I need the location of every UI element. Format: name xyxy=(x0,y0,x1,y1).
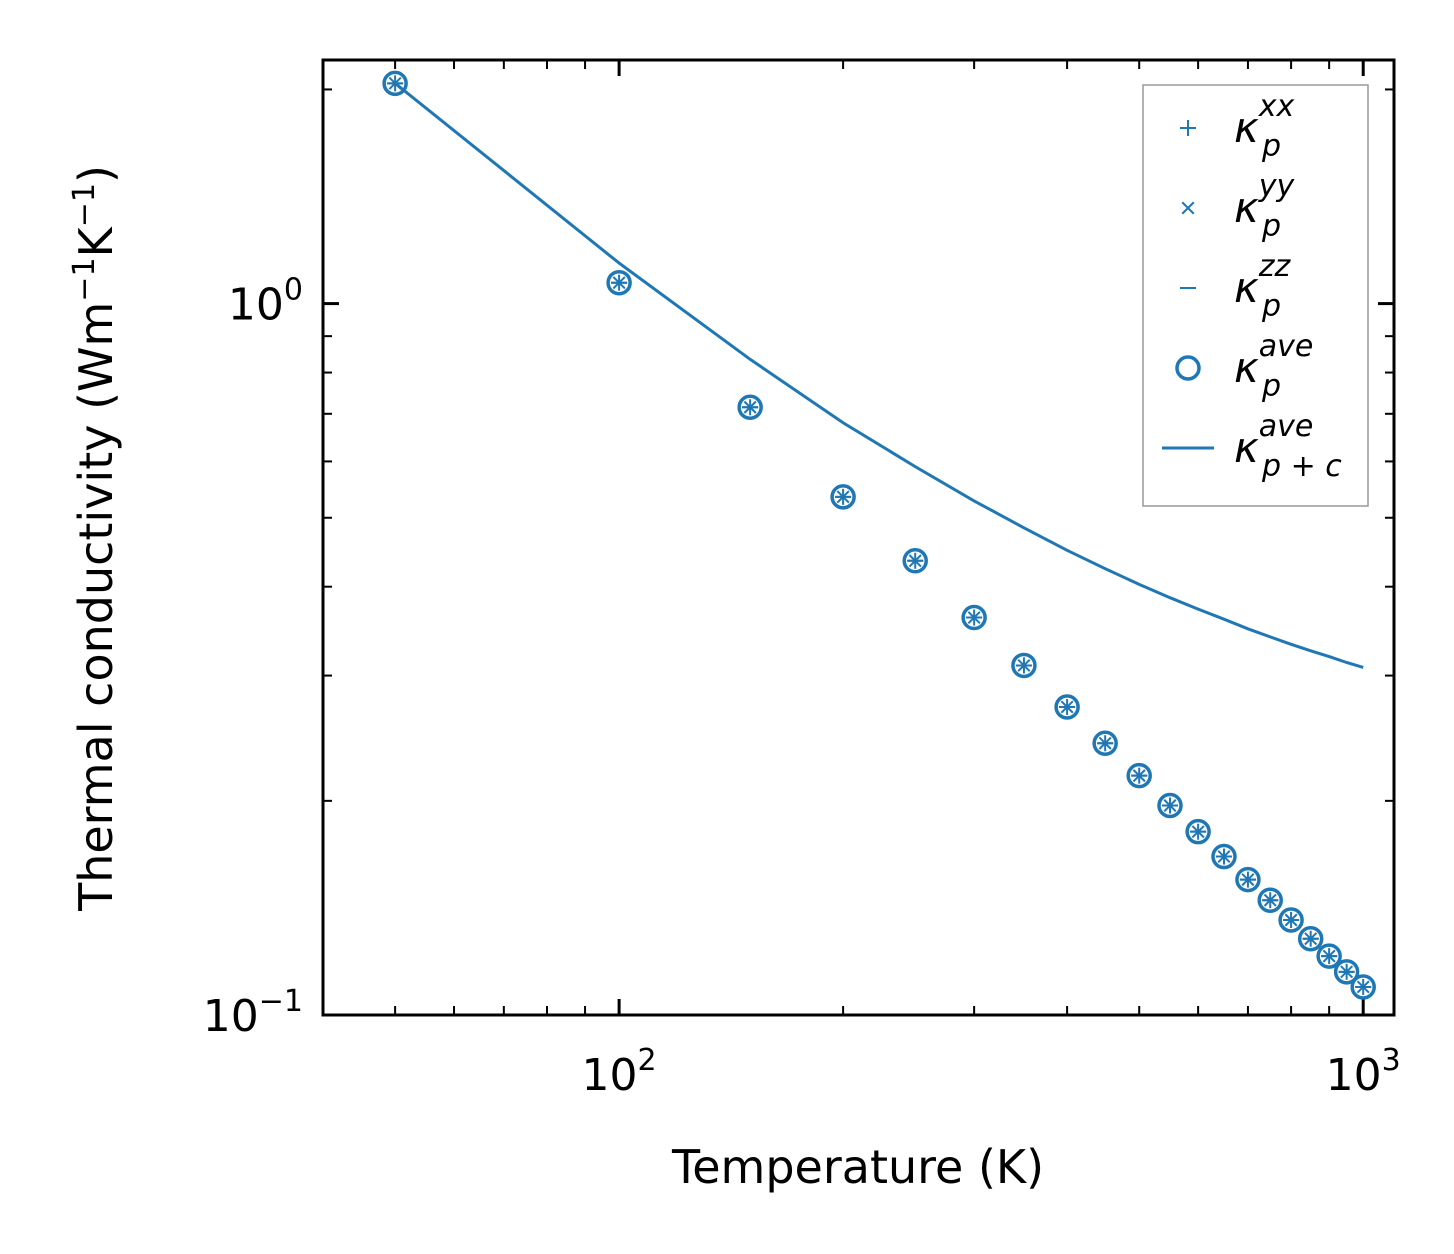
y-axis-label-main: Thermal conductivity (Wm xyxy=(69,302,123,912)
legend-label: κave p + c xyxy=(1234,409,1342,484)
circle-marker xyxy=(1157,792,1183,819)
legend-entry-1: κyy p xyxy=(1181,169,1296,244)
y-axis-label-exp1: −1 xyxy=(67,257,102,301)
circle-marker xyxy=(1175,355,1201,381)
circle-marker xyxy=(1350,974,1376,1000)
legend-entry-4: κave p + c xyxy=(1162,409,1342,484)
circle-marker xyxy=(961,604,987,631)
x-tick-label: 102 xyxy=(582,1043,657,1101)
circle-marker xyxy=(1235,866,1261,893)
circle-marker xyxy=(1316,943,1342,969)
circle-marker xyxy=(1011,652,1037,679)
circle-marker xyxy=(1257,887,1283,913)
circle-marker xyxy=(737,394,763,420)
x-tick-label: 103 xyxy=(1326,1043,1401,1101)
circle-marker xyxy=(382,70,408,97)
y-axis-label-exp2: −1 xyxy=(67,183,102,227)
y-tick-label: 10−1 xyxy=(203,984,303,1042)
circle-marker xyxy=(830,484,856,510)
legend-label: κzz p xyxy=(1234,249,1292,324)
circle-marker xyxy=(1054,694,1080,720)
circle-marker xyxy=(1333,959,1360,985)
series-4 xyxy=(394,82,1364,669)
circle-marker xyxy=(1185,818,1211,845)
legend-label: κave p xyxy=(1234,329,1313,404)
legend-label: κxx p xyxy=(1234,89,1295,164)
series-3 xyxy=(382,70,1376,1000)
legend-entry-3: κave p xyxy=(1175,329,1313,404)
y-axis-label: Thermal conductivity (Wm−1K−1) xyxy=(67,165,123,912)
tick-labels: 102 103 10−1 100 xyxy=(203,273,1401,1101)
circle-marker xyxy=(1092,730,1118,756)
legend-entry-2: κzz p xyxy=(1180,249,1292,324)
legend-label: κyy p xyxy=(1234,169,1296,244)
circle-marker xyxy=(902,548,928,574)
x-marker-b xyxy=(1181,201,1195,215)
circle-marker xyxy=(1278,907,1304,933)
legend-box xyxy=(1142,84,1369,507)
circle-marker xyxy=(1211,843,1237,870)
y-tick-label: 100 xyxy=(228,273,303,331)
x-axis-label: Temperature (K) xyxy=(671,1140,1044,1194)
series-layer xyxy=(382,70,1376,1000)
y-axis-label-k: K xyxy=(69,225,123,257)
series-line xyxy=(394,82,1364,669)
plot-frame xyxy=(321,58,1396,1017)
circle-marker xyxy=(606,269,632,296)
y-axis-label-close: ) xyxy=(69,165,123,183)
legend-entry-0: κxx p xyxy=(1180,89,1295,164)
circle-marker xyxy=(1126,762,1152,789)
circle-marker xyxy=(1297,925,1324,952)
